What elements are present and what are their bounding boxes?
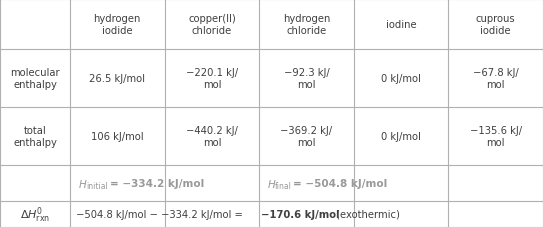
- Text: = −504.8 kJ/mol: = −504.8 kJ/mol: [293, 178, 388, 188]
- Text: $\mathit{H}$: $\mathit{H}$: [267, 177, 277, 189]
- Text: 0 kJ/mol: 0 kJ/mol: [381, 74, 421, 84]
- Text: cuprous
iodide: cuprous iodide: [476, 14, 515, 36]
- Text: −92.3 kJ/
mol: −92.3 kJ/ mol: [283, 68, 330, 89]
- Text: $\Delta H^0_{\rm rxn}$: $\Delta H^0_{\rm rxn}$: [20, 204, 50, 224]
- Text: −67.8 kJ/
mol: −67.8 kJ/ mol: [473, 68, 519, 89]
- Text: final: final: [275, 181, 292, 190]
- Text: copper(II)
chloride: copper(II) chloride: [188, 14, 236, 36]
- Text: hydrogen
iodide: hydrogen iodide: [93, 14, 141, 36]
- Text: −170.6 kJ/mol: −170.6 kJ/mol: [261, 209, 339, 219]
- Text: −504.8 kJ/mol − −334.2 kJ/mol =: −504.8 kJ/mol − −334.2 kJ/mol =: [76, 209, 246, 219]
- Text: hydrogen
chloride: hydrogen chloride: [283, 14, 330, 36]
- Text: total
enthalpy: total enthalpy: [13, 126, 57, 147]
- Text: −135.6 kJ/
mol: −135.6 kJ/ mol: [470, 126, 522, 147]
- Text: 0 kJ/mol: 0 kJ/mol: [381, 131, 421, 141]
- Text: 26.5 kJ/mol: 26.5 kJ/mol: [89, 74, 146, 84]
- Text: molecular
enthalpy: molecular enthalpy: [10, 68, 60, 89]
- Text: $\mathit{H}$: $\mathit{H}$: [78, 177, 87, 189]
- Text: initial: initial: [86, 181, 108, 190]
- Text: 106 kJ/mol: 106 kJ/mol: [91, 131, 143, 141]
- Text: = −334.2 kJ/mol: = −334.2 kJ/mol: [110, 178, 204, 188]
- Text: (exothermic): (exothermic): [333, 209, 400, 219]
- Text: −440.2 kJ/
mol: −440.2 kJ/ mol: [186, 126, 238, 147]
- Text: −369.2 kJ/
mol: −369.2 kJ/ mol: [280, 126, 332, 147]
- Text: iodine: iodine: [386, 20, 416, 30]
- Text: −220.1 kJ/
mol: −220.1 kJ/ mol: [186, 68, 238, 89]
